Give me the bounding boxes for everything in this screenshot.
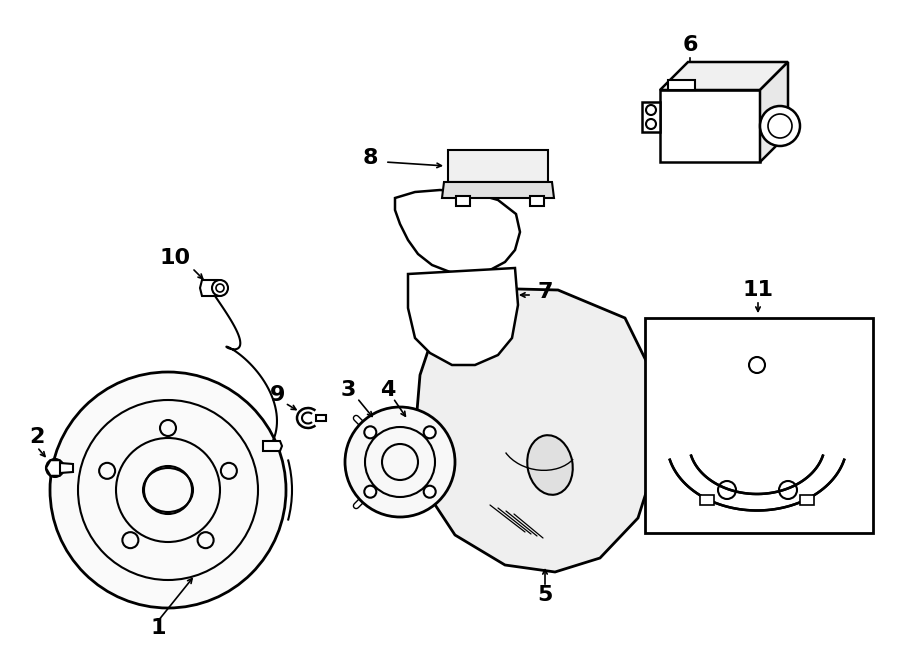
Polygon shape <box>700 495 714 505</box>
Circle shape <box>46 459 64 477</box>
Circle shape <box>760 106 800 146</box>
Polygon shape <box>415 288 658 572</box>
Polygon shape <box>46 460 64 476</box>
Text: 7: 7 <box>537 282 553 302</box>
Polygon shape <box>800 495 814 505</box>
Text: 11: 11 <box>742 280 773 300</box>
Polygon shape <box>660 90 760 162</box>
Text: 4: 4 <box>381 380 396 400</box>
Circle shape <box>364 486 376 498</box>
Polygon shape <box>200 280 220 296</box>
Polygon shape <box>448 150 548 182</box>
Circle shape <box>50 372 286 608</box>
Text: 2: 2 <box>30 427 45 447</box>
Polygon shape <box>442 182 554 198</box>
Polygon shape <box>263 441 282 451</box>
Bar <box>645 318 873 533</box>
Circle shape <box>424 426 436 438</box>
Polygon shape <box>316 415 326 421</box>
Text: 3: 3 <box>340 380 356 400</box>
Circle shape <box>364 426 376 438</box>
Ellipse shape <box>527 435 572 495</box>
Polygon shape <box>60 463 73 473</box>
Circle shape <box>345 407 455 517</box>
Circle shape <box>212 280 228 296</box>
Polygon shape <box>408 268 518 365</box>
Text: 5: 5 <box>537 585 553 605</box>
Text: 10: 10 <box>159 248 191 268</box>
Text: 9: 9 <box>270 385 285 405</box>
Polygon shape <box>456 196 470 206</box>
Polygon shape <box>760 62 788 162</box>
Polygon shape <box>642 102 660 132</box>
Text: 8: 8 <box>362 148 378 168</box>
Circle shape <box>424 486 436 498</box>
Text: 1: 1 <box>150 618 166 638</box>
Polygon shape <box>395 190 520 274</box>
Polygon shape <box>668 80 695 90</box>
Polygon shape <box>530 196 544 206</box>
Polygon shape <box>660 62 788 90</box>
Text: 6: 6 <box>682 35 698 55</box>
